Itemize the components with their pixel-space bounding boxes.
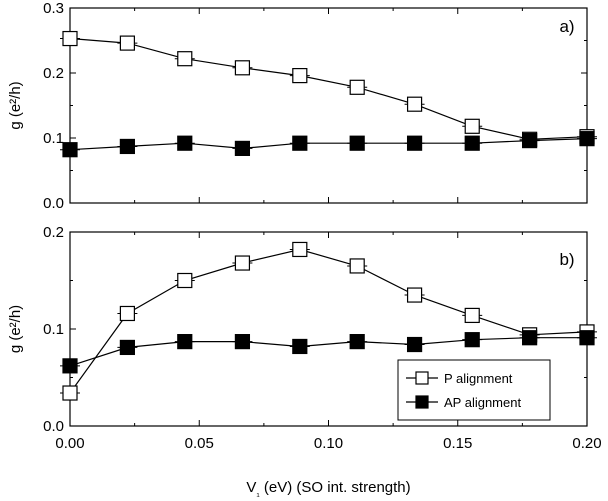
data-point-ap bbox=[234, 140, 251, 156]
data-point-ap bbox=[349, 135, 365, 151]
y-tick-label: 0.1 bbox=[43, 321, 64, 338]
data-point-p bbox=[464, 307, 480, 324]
y-tick-label: 0.1 bbox=[43, 130, 64, 147]
legend: P alignment AP alignment bbox=[397, 359, 551, 421]
legend-marker bbox=[415, 395, 429, 409]
x-tick-label: 0.00 bbox=[55, 435, 84, 452]
x-tick-label: 0.10 bbox=[314, 435, 343, 452]
y-tick-label: 0.2 bbox=[43, 65, 64, 82]
panel-a: 0.0 0.1 0.2 0.3 g (e²/h) a) bbox=[7, 0, 597, 212]
x-tick-label: 0.20 bbox=[572, 435, 601, 452]
panel-b: 0.00 0.05 0.10 0.15 0.20 0.0 0.1 0.2 g (e²/h) b) P… bbox=[7, 224, 602, 499]
data-point-p bbox=[292, 241, 308, 258]
data-point-ap bbox=[177, 334, 193, 350]
data-point-ap bbox=[234, 334, 251, 350]
y-tick-label: 0.0 bbox=[43, 418, 64, 435]
data-point-ap bbox=[62, 358, 78, 374]
panel-label: b) bbox=[559, 250, 574, 269]
x-axis-title: V₁ (eV) (SO int. strength) bbox=[246, 479, 410, 499]
series-line bbox=[69, 337, 587, 367]
data-point-p bbox=[406, 96, 423, 112]
data-point-ap bbox=[62, 142, 78, 158]
data-point-ap bbox=[406, 336, 423, 353]
series-line bbox=[69, 248, 588, 394]
data-point-ap bbox=[522, 330, 538, 346]
plot-frame bbox=[69, 7, 588, 204]
data-point-p bbox=[177, 272, 193, 289]
data-point-ap bbox=[119, 339, 135, 356]
data-point-p bbox=[62, 385, 78, 401]
data-point-ap bbox=[579, 131, 595, 147]
data-point-p bbox=[292, 67, 308, 84]
data-point-ap bbox=[349, 334, 365, 350]
data-point-p bbox=[62, 30, 78, 47]
y-tick-label: 0.2 bbox=[43, 224, 64, 241]
data-point-ap bbox=[177, 135, 193, 151]
series-line bbox=[69, 37, 588, 140]
data-point-ap bbox=[292, 338, 308, 355]
x-tick-label: 0.15 bbox=[443, 435, 472, 452]
legend-box bbox=[397, 359, 551, 421]
data-point-ap bbox=[579, 330, 595, 346]
data-point-p bbox=[234, 60, 251, 76]
data-point-ap bbox=[292, 135, 308, 151]
data-point-p bbox=[119, 35, 135, 51]
x-tick-label: 0.05 bbox=[185, 435, 214, 452]
data-point-p bbox=[119, 305, 135, 322]
series-line bbox=[69, 138, 588, 151]
data-point-p bbox=[406, 287, 423, 303]
data-point-p bbox=[464, 118, 480, 134]
legend-label: P alignment bbox=[444, 371, 513, 386]
panel-label: a) bbox=[559, 17, 574, 36]
data-point-ap bbox=[464, 332, 480, 348]
data-point-ap bbox=[522, 133, 538, 149]
data-point-ap bbox=[464, 135, 480, 151]
data-point-p bbox=[234, 255, 251, 271]
data-point-ap bbox=[119, 138, 135, 155]
data-point-ap bbox=[406, 135, 423, 151]
y-tick-label: 0.0 bbox=[43, 195, 64, 212]
y-axis-title: g (e²/h) bbox=[7, 81, 24, 129]
legend-label: AP alignment bbox=[444, 395, 521, 410]
legend-marker bbox=[415, 371, 429, 385]
data-point-p bbox=[349, 79, 365, 95]
data-point-p bbox=[177, 51, 193, 67]
data-point-p bbox=[349, 258, 365, 274]
y-tick-label: 0.3 bbox=[43, 0, 64, 17]
y-axis-title: g (e²/h) bbox=[7, 305, 24, 353]
